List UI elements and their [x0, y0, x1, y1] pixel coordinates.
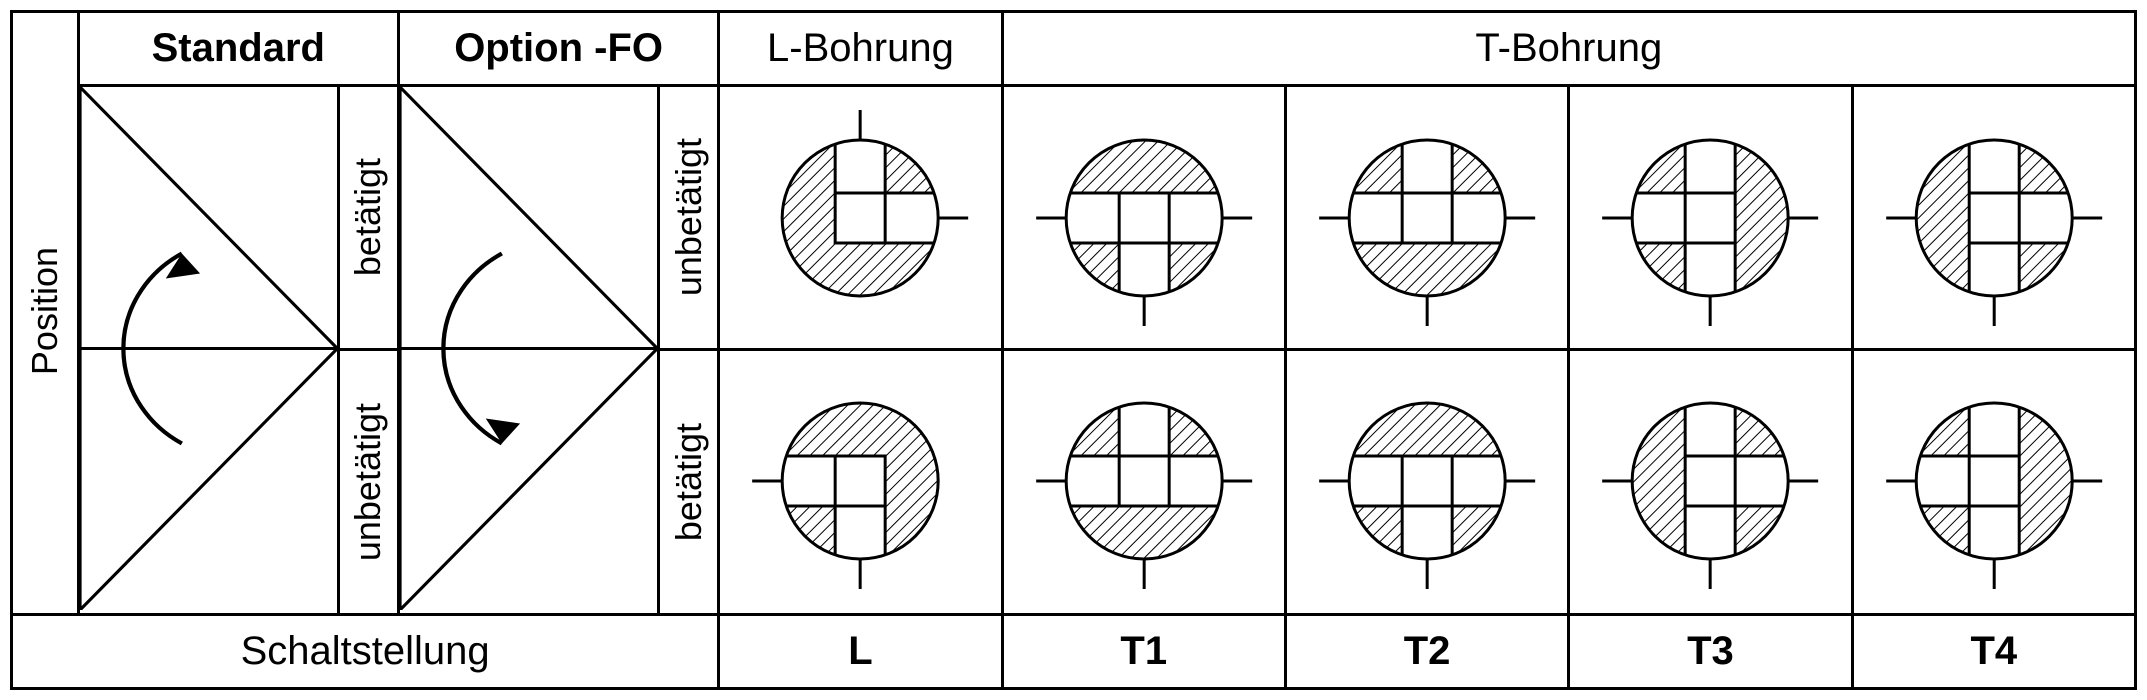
valve-icon [720, 351, 1000, 611]
header-standard: Standard [78, 12, 398, 86]
footer-T4: T4 [1852, 615, 2135, 689]
valve-icon [1570, 351, 1850, 611]
valve-cell-L [719, 85, 1002, 615]
valve-cell-T3 [1569, 85, 1852, 615]
fo-bottom-label: betätigt [668, 423, 710, 541]
valve-cell-T4 [1852, 85, 2135, 615]
valve-icon [1854, 88, 2134, 348]
footer-L: L [719, 615, 1002, 689]
actuator-option-fo: unbetätigt betätigt [398, 85, 718, 615]
footer-T1: T1 [1002, 615, 1285, 689]
fo-top-label: unbetätigt [668, 138, 710, 296]
actuator-icon [80, 87, 337, 610]
valve-icon [1004, 351, 1284, 611]
actuator-icon [400, 87, 657, 610]
header-l-bohrung: L-Bohrung [719, 12, 1002, 86]
std-bottom-label: unbetätigt [347, 403, 389, 561]
valve-icon [1004, 88, 1284, 348]
footer-schaltstellung: Schaltstellung [12, 615, 719, 689]
std-top-label: betätigt [347, 158, 389, 276]
valve-icon [1287, 351, 1567, 611]
valve-icon [1287, 88, 1567, 348]
valve-icon [1854, 351, 2134, 611]
header-option-fo: Option -FO [398, 12, 718, 86]
header-t-bohrung: T-Bohrung [1002, 12, 2135, 86]
actuator-standard: betätigt unbetätigt [78, 85, 398, 615]
footer-T3: T3 [1569, 615, 1852, 689]
footer-T2: T2 [1285, 615, 1568, 689]
valve-icon [1570, 88, 1850, 348]
position-label-cell: Position [12, 12, 79, 615]
position-label: Position [24, 247, 66, 375]
valve-cell-T1 [1002, 85, 1285, 615]
valve-cell-T2 [1285, 85, 1568, 615]
valve-icon [720, 88, 1000, 348]
valve-position-table: Position Standard Option -FO L-Bohrung T… [10, 10, 2137, 690]
